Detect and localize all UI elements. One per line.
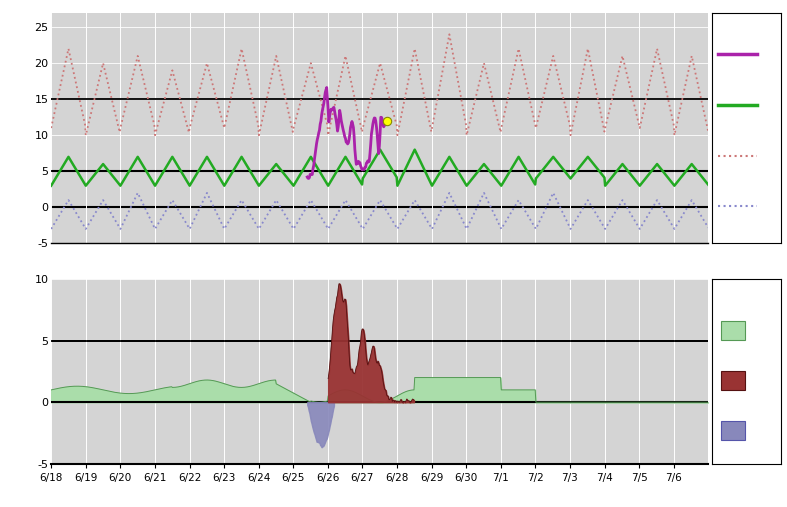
Bar bbox=[721, 371, 745, 390]
Bar bbox=[721, 421, 745, 440]
Bar bbox=[721, 321, 745, 340]
